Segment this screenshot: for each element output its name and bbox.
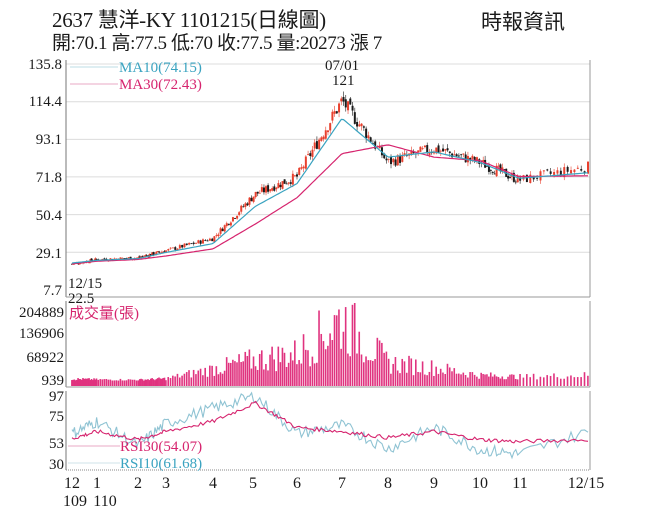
y-tick: 53 (49, 436, 64, 452)
x-tick: 4 (209, 475, 217, 492)
x-tick: 11 (512, 475, 527, 492)
x-tick: 10 (472, 475, 488, 492)
rsi30-legend: RSI30(54.07) (120, 439, 202, 455)
y-tick: 135.8 (28, 57, 62, 73)
x-year-label: 109 (63, 493, 87, 510)
x-tick: 5 (249, 475, 257, 492)
y-tick: 93.1 (36, 132, 62, 148)
price-y-ticks: 135.8 114.4 93.1 71.8 50.4 29.1 7.7 (28, 57, 62, 299)
y-tick: 29.1 (36, 246, 62, 262)
source-label: 時報資訊 (481, 10, 565, 34)
high-date-annotation: 07/01 (325, 58, 359, 74)
y-tick: 7.7 (43, 283, 62, 299)
x-tick: 6 (293, 475, 301, 492)
chart-title: 2637 慧洋-KY 1101215(日線圖) (52, 8, 326, 32)
x-tick: 12 (64, 475, 80, 492)
price-panel: 135.8 114.4 93.1 71.8 50.4 29.1 7.7 MA10… (28, 57, 591, 307)
volume-bars (71, 303, 589, 386)
y-tick: 50.4 (36, 208, 63, 224)
low-value-annotation: 22.5 (68, 291, 94, 307)
rsi10-line (71, 391, 589, 460)
y-tick: 30 (49, 457, 64, 473)
y-tick: 114.4 (29, 94, 63, 110)
x-tick: 12/15 (568, 475, 604, 492)
rsi30-line (71, 400, 589, 444)
rsi-panel: 97 75 53 30 RSI30(54.07) RSI10(61.68) (49, 389, 591, 473)
y-tick: 939 (42, 373, 65, 389)
ma10-line (71, 118, 589, 264)
high-value-annotation: 121 (332, 73, 355, 89)
y-tick: 71.8 (36, 170, 62, 186)
x-year-label: 110 (93, 493, 116, 510)
volume-label: 成交量(張) (69, 304, 139, 322)
ma30-line (71, 144, 588, 265)
x-tick: 3 (162, 475, 170, 492)
x-tick: 8 (384, 475, 392, 492)
ohlc-summary: 開:70.1 高:77.5 低:70 收:77.5 量:20273 漲 7 (52, 33, 382, 54)
x-tick: 7 (338, 475, 346, 492)
ma30-legend: MA30(72.43) (119, 77, 202, 93)
y-tick: 97 (49, 389, 65, 405)
ma10-legend: MA10(74.15) (119, 60, 202, 76)
y-tick: 136906 (19, 326, 65, 342)
volume-panel: 204889 136906 68922 939 成交量(張) (19, 301, 591, 389)
y-tick: 68922 (27, 350, 65, 366)
rsi10-legend: RSI10(61.68) (120, 456, 202, 472)
x-tick: 2 (134, 475, 142, 492)
y-tick: 75 (49, 409, 64, 425)
x-tick: 9 (430, 475, 438, 492)
x-tick: 1 (93, 475, 101, 492)
x-axis-labels: 12 1 2 3 4 5 6 7 8 9 10 11 12/15 109 110 (63, 475, 604, 510)
y-tick: 204889 (19, 305, 64, 321)
candlesticks (71, 91, 589, 266)
low-date-annotation: 12/15 (68, 276, 102, 292)
